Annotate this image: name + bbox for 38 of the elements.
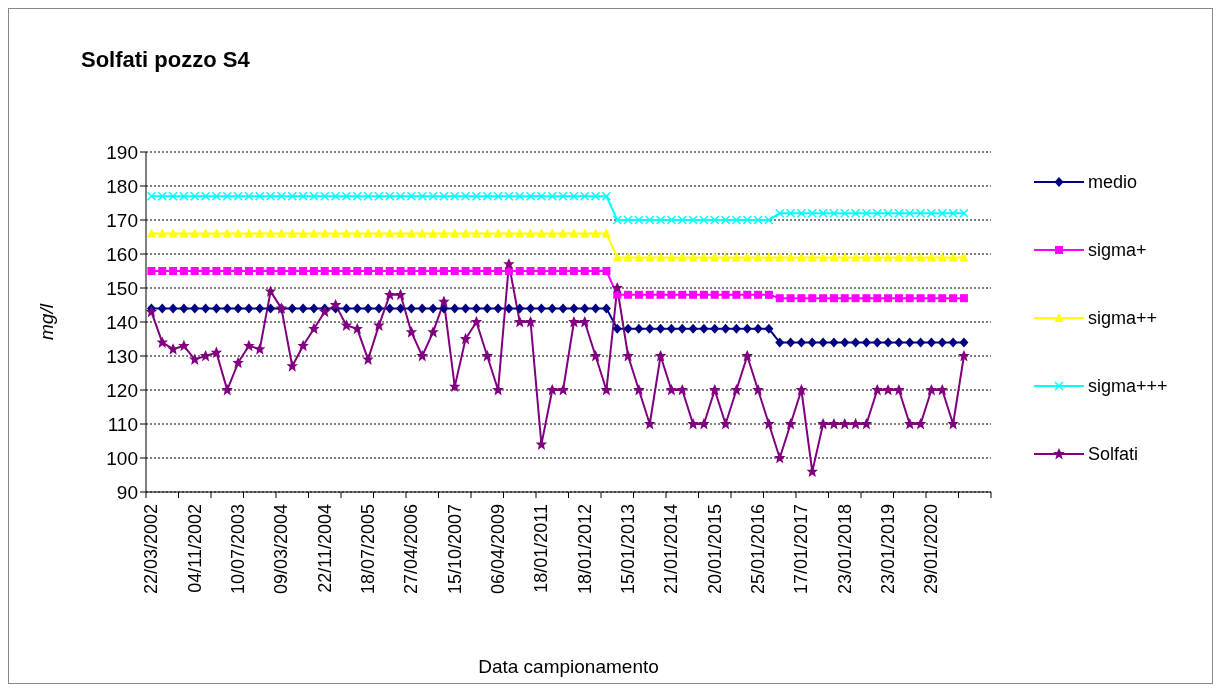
x-tick-label: 25/01/2016 [748,504,769,595]
y-tick-label: 180 [106,175,138,197]
x-tick-label: 09/03/2004 [271,504,292,595]
legend-label: medio [1088,171,1138,193]
legend-label: sigma++ [1088,307,1158,329]
y-tick-label: 140 [106,311,138,333]
chart-title: Solfati pozzo S4 [81,47,250,73]
x-tick-label: 29/01/2020 [921,504,942,595]
x-tick-label: 04/11/2002 [184,504,205,593]
x-tick-label: 06/04/2009 [488,504,509,595]
y-tick-label: 120 [106,379,138,401]
y-tick-label: 160 [106,243,138,265]
y-tick-label: 170 [106,209,138,231]
y-axis-title: mg/l [35,303,57,340]
y-tick-label: 100 [106,447,138,469]
legend-label: sigma+ [1088,239,1147,261]
x-axis-title: Data campionamento [478,656,659,677]
x-tick-label: 22/11/2004 [314,504,335,593]
x-tick-label: 22/03/2002 [141,504,162,595]
y-tick-label: 110 [107,413,138,435]
y-tick-label: 190 [106,141,138,163]
x-tick-label: 23/01/2018 [834,504,855,595]
legend-label: sigma+++ [1088,375,1168,397]
x-tick-label: 27/04/2006 [401,504,422,595]
legend-label: Solfati [1088,443,1139,465]
x-tick-label: 18/01/2012 [574,504,595,595]
x-tick-label: 21/01/2014 [661,504,682,595]
x-tick-label: 10/07/2003 [228,504,249,595]
y-tick-label: 150 [106,277,138,299]
x-tick-label: 23/01/2019 [878,504,899,595]
x-tick-label: 15/10/2007 [444,504,465,595]
x-tick-label: 17/01/2017 [791,504,812,595]
y-tick-label: 130 [106,345,138,367]
y-tick-label: 90 [116,481,138,503]
x-tick-label: 18/01/2011 [531,504,552,593]
x-tick-label: 15/01/2013 [618,504,639,595]
x-tick-label: 18/07/2005 [358,504,379,595]
x-tick-label: 20/01/2015 [704,504,725,595]
